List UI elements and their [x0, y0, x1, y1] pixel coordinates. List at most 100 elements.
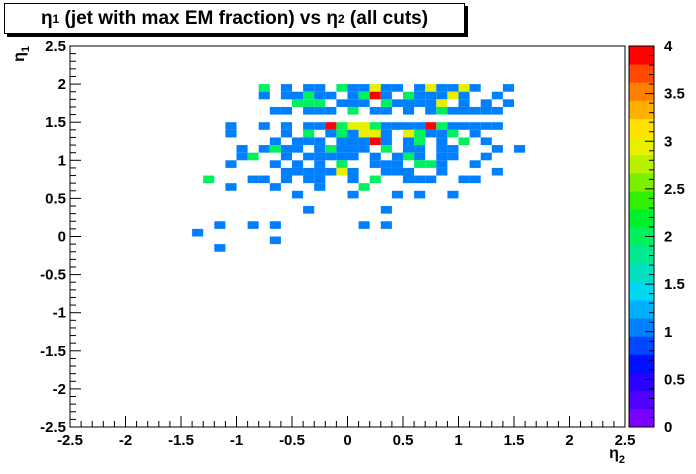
heatmap-cell: [380, 106, 392, 115]
heatmap-cell: [458, 91, 470, 100]
color-scale-swatch: [629, 336, 654, 355]
heatmap-cell: [380, 84, 392, 92]
heatmap-cell: [347, 152, 359, 161]
heatmap-cell: [247, 175, 259, 184]
color-scale: 0 0.5 1 1.5 2 2.5 3 3.5 4: [628, 38, 685, 436]
y-axis-label: η1: [11, 46, 32, 62]
heatmap-cell: [425, 129, 437, 138]
heatmap-cell: [325, 91, 337, 100]
heatmap-cell: [292, 137, 304, 146]
x-tick-label: 0: [343, 432, 351, 449]
heatmap-cell: [358, 137, 370, 146]
heatmap-cell: [247, 152, 259, 161]
heatmap-cell: [314, 183, 326, 191]
heatmap-cell: [369, 175, 381, 184]
color-scale-swatch: [629, 64, 654, 83]
heatmap-cell: [303, 175, 315, 184]
y-tick-label: -2: [53, 381, 66, 398]
heatmap-cell: [280, 152, 292, 161]
heatmap-cell: [303, 167, 315, 176]
y-tick-label: 1: [58, 152, 66, 169]
heatmap-cell: [380, 145, 392, 153]
heatmap-cell: [347, 145, 359, 153]
heatmap-cell: [458, 84, 470, 92]
y-tick-label: -1: [53, 305, 66, 322]
heatmap-cell: [303, 122, 315, 130]
heatmap-cell: [292, 145, 304, 153]
heatmap-cell: [303, 137, 315, 146]
heatmap-cell: [480, 137, 492, 146]
x-tick-label: -0.5: [279, 432, 305, 449]
heatmap-cell: [514, 145, 526, 153]
heatmap-cell: [247, 221, 259, 229]
heatmap-cell: [280, 145, 292, 153]
z-tick-label: 0: [664, 419, 672, 436]
heatmap-cell: [225, 160, 237, 168]
heatmap-cell: [403, 122, 415, 130]
heatmap-cell: [436, 84, 448, 92]
heatmap-cell: [269, 145, 281, 153]
title-prefix: η: [40, 7, 53, 29]
heatmap-cell: [469, 160, 481, 168]
heatmap-cell: [425, 91, 437, 100]
y-tick-label: -1.5: [40, 343, 66, 360]
heatmap-cell: [425, 84, 437, 92]
heatmap-cell: [491, 167, 503, 176]
heatmap-cell: [303, 99, 315, 107]
color-scale-swatch: [629, 281, 654, 301]
heatmap-cell: [203, 175, 215, 184]
x-tick-label: 1: [454, 432, 462, 449]
heatmap-cell: [314, 137, 326, 146]
heatmap-cell: [314, 175, 326, 184]
heatmap-cell: [325, 129, 337, 138]
heatmap-cell: [403, 129, 415, 138]
y-axis-label-main: η: [11, 52, 28, 62]
heatmap-cell: [447, 152, 459, 161]
y-tick-label: -2.5: [40, 419, 66, 436]
heatmap-cell: [214, 244, 226, 252]
heatmap-cell: [347, 122, 359, 130]
heatmap-cell: [380, 221, 392, 229]
heatmap-cell: [269, 183, 281, 191]
heatmap-cell: [369, 160, 381, 168]
color-scale-swatch: [629, 318, 654, 337]
heatmap-cell: [436, 99, 448, 107]
color-scale-swatch: [629, 227, 654, 246]
color-scale-swatch: [629, 408, 654, 428]
y-tick-label: 1.5: [45, 114, 66, 131]
y-tick-label: 2.5: [45, 38, 66, 55]
color-scale-swatch: [629, 263, 654, 283]
x-axis-label-main: η: [609, 445, 619, 462]
heatmap-cell: [336, 99, 348, 107]
color-scale-swatch: [629, 100, 654, 119]
heatmap-cell: [414, 137, 426, 146]
heatmap-cell: [292, 167, 304, 176]
heatmap-cell: [491, 145, 503, 153]
heatmap-cell: [447, 129, 459, 138]
heatmap-cell: [336, 129, 348, 138]
heatmap-cell: [325, 145, 337, 153]
heatmap-cell: [280, 84, 292, 92]
color-scale-swatch: [629, 300, 654, 319]
color-scale-swatch: [629, 191, 654, 210]
x-tick-label: -2: [119, 432, 132, 449]
heatmap-cell: [314, 91, 326, 100]
heatmap-cell: [280, 106, 292, 115]
heatmap-cell: [447, 106, 459, 115]
color-scale-swatch: [629, 245, 654, 265]
heatmap-cell: [436, 122, 448, 130]
x-tick-label: 0.5: [393, 432, 414, 449]
axes: -2.5 -2 -1.5 -1 -0.5 0 0.5 1 1.5 2 2.5 -2.5 -2 -1.5 -1…: [40, 38, 635, 449]
z-tick-label: 3: [664, 133, 672, 150]
heatmap-cell: [502, 99, 514, 107]
z-tick-label: 1.5: [664, 276, 685, 293]
heatmap-cell: [369, 129, 381, 138]
heatmap-cell: [491, 91, 503, 100]
heatmap-cell: [369, 84, 381, 92]
heatmap-cell: [414, 175, 426, 184]
heatmap-cell: [369, 152, 381, 161]
heatmap-cell: [391, 190, 403, 199]
heatmap-cell: [436, 167, 448, 176]
heatmap-cell: [403, 106, 415, 115]
